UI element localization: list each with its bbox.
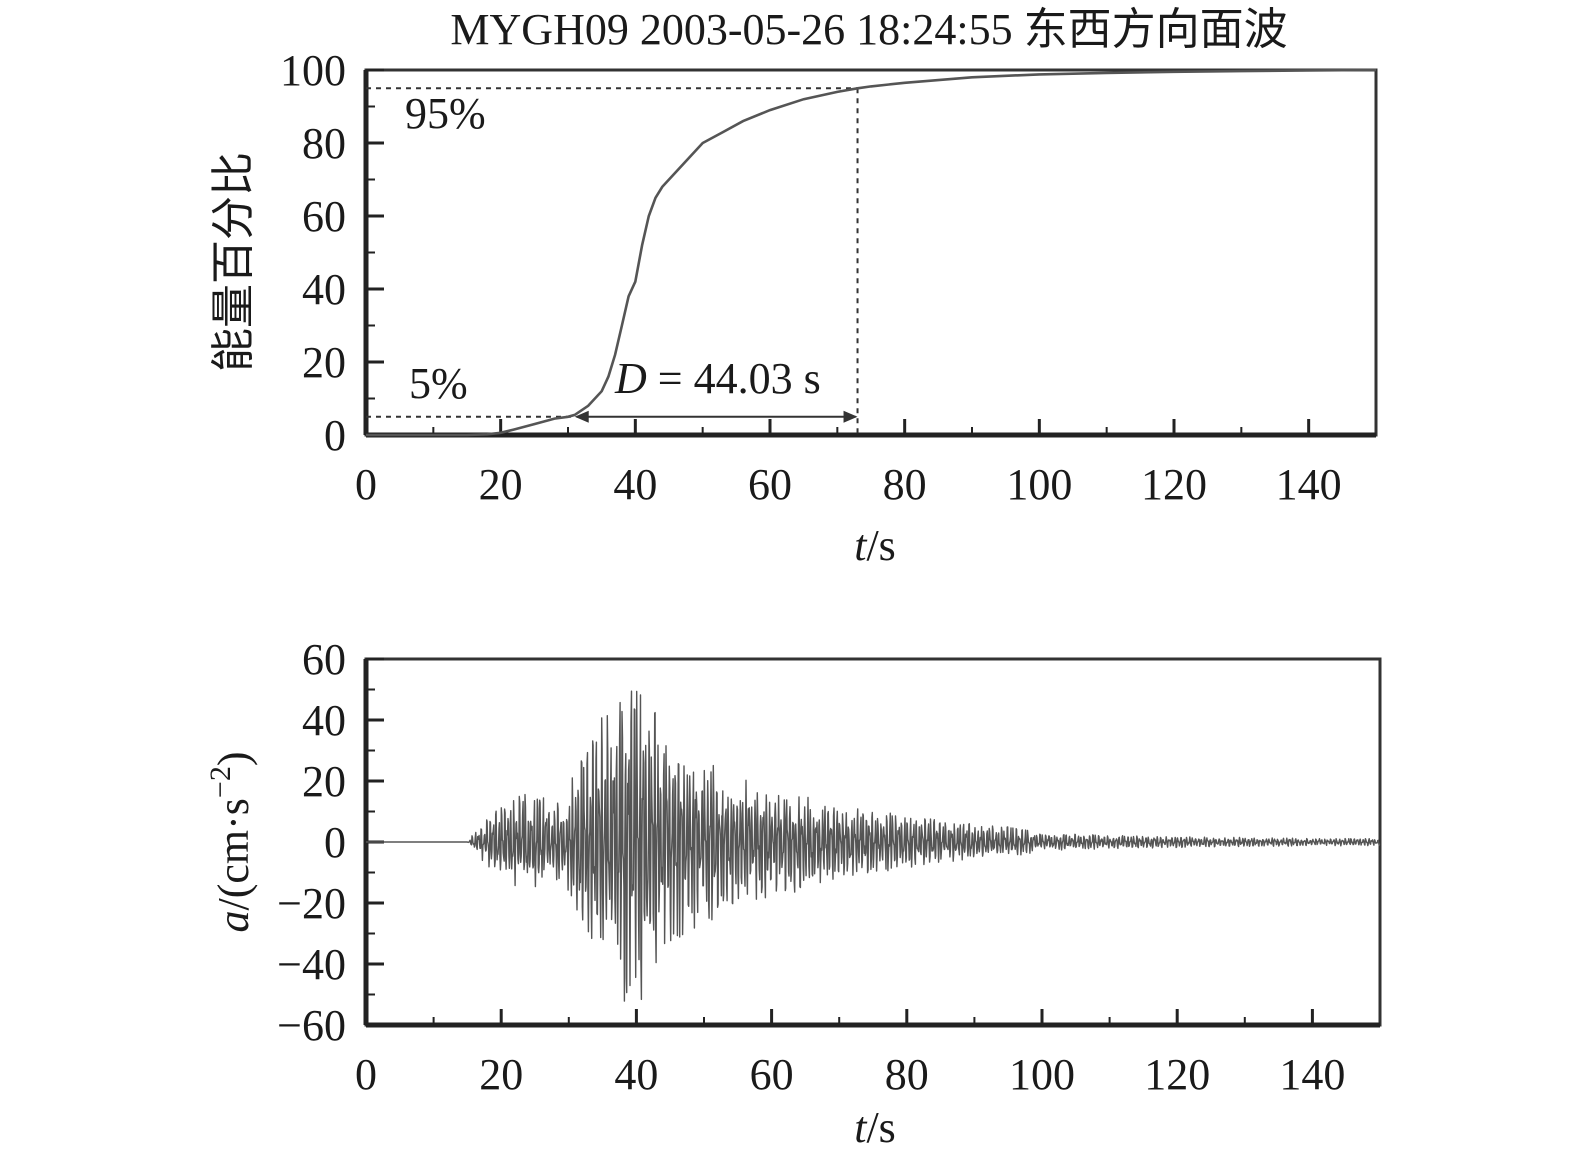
accel-y-variable: a — [209, 910, 258, 932]
energy-y-tick-label: 0 — [324, 411, 346, 460]
accel-y-tick-label: 60 — [302, 635, 346, 684]
y-axis-title: 能量百分比 — [209, 152, 258, 372]
energy-x-tick-label: 120 — [1141, 460, 1207, 509]
duration-arrow-head-left — [574, 410, 589, 423]
energy-x-tick-label: 60 — [748, 460, 792, 509]
duration-variable: D — [614, 354, 647, 403]
accel-x-tick-label: 60 — [750, 1050, 794, 1099]
energy-y-tick-label: 100 — [280, 46, 346, 95]
energy-y-tick-label: 60 — [302, 192, 346, 241]
accel-x-tick-label: 80 — [885, 1050, 929, 1099]
accel-y-tick-label: −40 — [277, 940, 346, 989]
accel-y-unit-close: ) — [209, 752, 258, 767]
p5-label: 5% — [409, 359, 468, 408]
acceleration-trace — [365, 690, 1381, 1002]
energy-x-tick-label: 100 — [1006, 460, 1072, 509]
x-axis-title: t/s — [854, 521, 896, 570]
energy-x-tick-label: 80 — [883, 460, 927, 509]
energy-y-tick-label: 80 — [302, 119, 346, 168]
accel-x-axis-title: t/s — [854, 1103, 896, 1152]
energy-plot-frame — [364, 68, 1378, 437]
accel-y-tick-label: −20 — [277, 879, 346, 928]
energy-curve — [366, 68, 1377, 437]
accel-y-axis-title: a/(cm·s−2) — [204, 752, 258, 933]
energy-y-tick-label: 40 — [302, 265, 346, 314]
x-axis-variable: t — [854, 521, 868, 570]
p95-label: 95% — [405, 89, 486, 138]
accel-x-tick-label: 120 — [1144, 1050, 1210, 1099]
duration-value: = 44.03 s — [647, 354, 821, 403]
duration-arrow-head-right — [843, 410, 858, 423]
energy-x-tick-label: 20 — [479, 460, 523, 509]
x-axis-unit: /s — [866, 521, 895, 570]
accel-x-tick-label: 0 — [355, 1050, 377, 1099]
accel-x-tick-label: 100 — [1009, 1050, 1075, 1099]
energy-y-tick-label: 20 — [302, 338, 346, 387]
duration-label: D = 44.03 s — [614, 354, 821, 403]
accel-x-axis-unit: /s — [866, 1103, 895, 1152]
energy-annotations — [366, 87, 859, 435]
energy-axes: 0 20 40 60 80 100 120 140 0 20 40 60 80 100 — [280, 46, 1378, 509]
accel-y-tick-label: 40 — [302, 696, 346, 745]
acceleration-chart: a/(cm·s−2) t/s 0 20 40 60 80 100 120 140 −60 −40 −… — [204, 635, 1382, 1152]
accel-y-unit: /(cm·s — [209, 798, 258, 910]
energy-x-tick-label: 0 — [355, 460, 377, 509]
energy-x-tick-label: 140 — [1276, 460, 1342, 509]
accel-x-tick-label: 20 — [479, 1050, 523, 1099]
accel-x-tick-label: 140 — [1279, 1050, 1345, 1099]
energy-x-tick-label: 40 — [613, 460, 657, 509]
accel-x-tick-label: 40 — [614, 1050, 658, 1099]
accel-y-tick-label: 0 — [324, 818, 346, 867]
accel-y-tick-label: 20 — [302, 757, 346, 806]
energy-chart: MYGH09 2003-05-26 18:24:55 东西方向面波 能量百分比 … — [209, 5, 1378, 570]
accel-x-axis-variable: t — [854, 1103, 868, 1152]
chart-title: MYGH09 2003-05-26 18:24:55 东西方向面波 — [450, 5, 1287, 54]
accel-y-unit-exponent: −2 — [204, 766, 237, 798]
accel-y-tick-label: −60 — [277, 1001, 346, 1050]
